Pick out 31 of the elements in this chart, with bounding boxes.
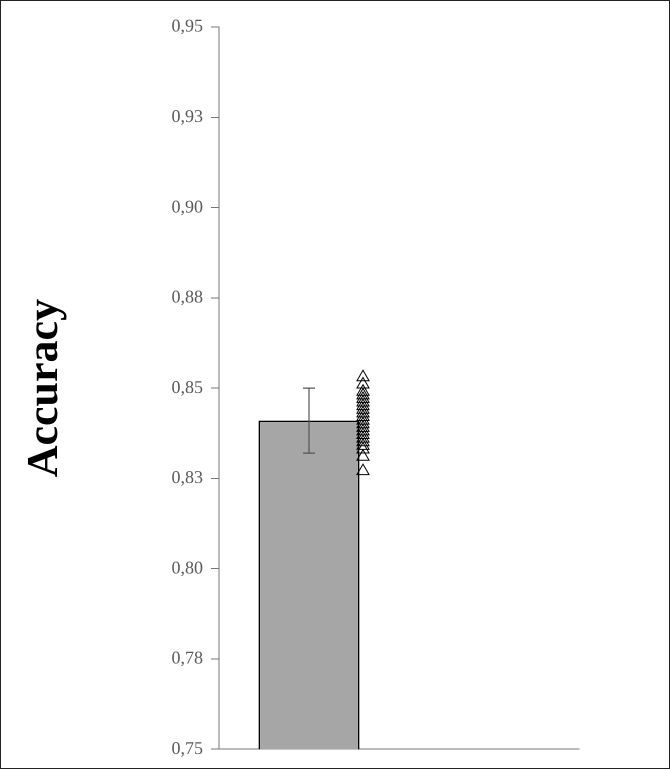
y-tick-label: 0,80 <box>172 557 203 578</box>
point <box>356 391 370 403</box>
point <box>356 406 370 418</box>
point <box>356 428 370 440</box>
point <box>356 388 370 400</box>
y-tick-label: 0,88 <box>172 286 203 307</box>
y-tick-label: 0,90 <box>172 196 203 216</box>
point <box>356 376 370 388</box>
y-tick-label: 0,85 <box>172 376 203 397</box>
point <box>356 416 370 428</box>
point <box>356 464 370 476</box>
point <box>356 395 370 407</box>
point <box>356 449 370 461</box>
y-tick-label: 0,83 <box>172 467 203 488</box>
point <box>356 438 370 450</box>
point <box>356 434 370 446</box>
point <box>356 409 370 421</box>
point <box>356 370 370 382</box>
y-axis-title: Accuracy <box>18 298 67 478</box>
point <box>356 431 370 443</box>
point <box>356 413 370 425</box>
point <box>356 384 370 396</box>
point <box>356 424 370 436</box>
y-tick-label: 0,95 <box>172 16 203 36</box>
y-tick-label: 0,78 <box>172 648 203 668</box>
point <box>356 420 370 432</box>
point <box>356 442 370 454</box>
y-tick-label: 0,93 <box>172 106 203 126</box>
point <box>356 398 370 410</box>
y-tick-label: 0,75 <box>172 738 203 758</box>
point <box>356 402 370 414</box>
